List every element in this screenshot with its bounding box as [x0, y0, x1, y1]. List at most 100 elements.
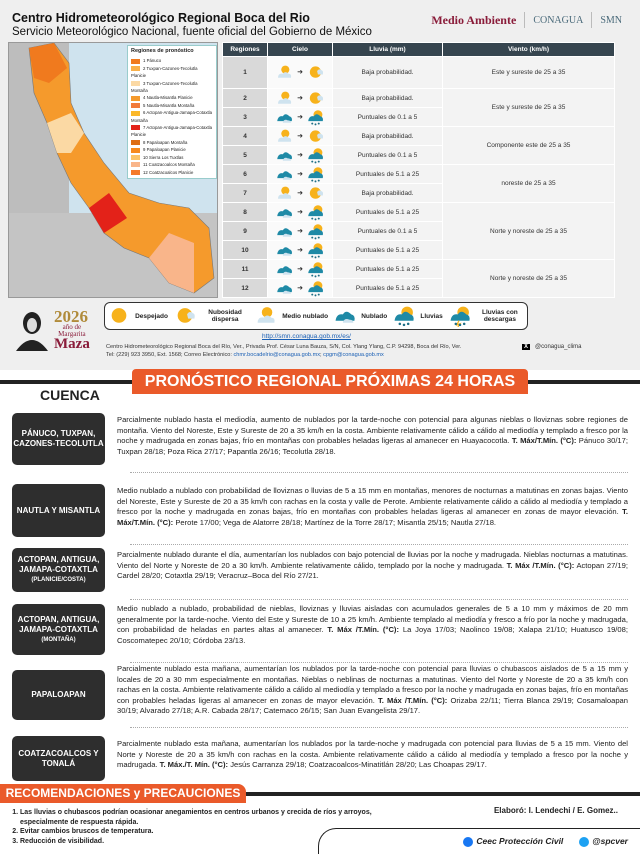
cuenca-forecast-text: Parcialmente nublado esta mañana, aument… [117, 739, 628, 770]
regions-map: Regiones de pronóstico 1 Pánuco 2 Tuxpan-… [8, 42, 218, 298]
cuenca-name-box: PÁNUCO, TUXPAN, CAZONES-TECOLUTLA [12, 413, 105, 465]
facebook-link[interactable]: Ceec Protección Civil [463, 836, 563, 847]
legend-swatch [131, 155, 140, 161]
cuenca-forecast-text: Parcialmente nublado esta mañana, aument… [117, 664, 628, 716]
sky-cell: ➜ [267, 145, 333, 165]
medio-nublado-icon [278, 186, 292, 199]
sky-cell: ➜ [267, 259, 333, 279]
map-legend-item: 6 Actopan-Antigua-Jamapa-Cotaxtla Montañ… [131, 110, 213, 123]
map-legend-title: Regiones de pronóstico [131, 48, 194, 54]
legend-swatch [131, 169, 140, 175]
twitter-link[interactable]: @spcver [579, 836, 628, 847]
cuenca-name-box: ACTOPAN, ANTIGUA, JAMAPA-COTAXTLA (PLANIC… [12, 548, 105, 592]
arrow-right-icon: ➜ [297, 246, 303, 254]
region-cell: 7 [222, 183, 268, 203]
rain-cell: Baja probabilidad. [332, 56, 443, 89]
map-legend-item: 12 Coatzacoalcos Planicie [131, 169, 213, 176]
sky-cell: ➜ [267, 183, 333, 203]
table-row: 6 ➜ Puntuales de 5.1 a 25 noreste de 25 a 3… [222, 164, 615, 203]
email-link-1[interactable]: chmr.bocadelrio@conagua.gob.mx [233, 352, 321, 358]
recommendation-item: Evitar cambios bruscos de temperatura. [20, 827, 420, 837]
arrow-right-icon: ➜ [297, 189, 303, 197]
medio-nublado-icon [278, 65, 292, 78]
legend-swatch [131, 66, 140, 72]
wind-cell: noreste de 25 a 35 [442, 164, 615, 203]
sky-cell: ➜ [267, 221, 333, 241]
cuenca-forecast-text: Parcialmente nublado hasta el mediodía, … [117, 415, 628, 456]
sky-cell: ➜ [267, 278, 333, 298]
table-row: 8 ➜ Puntuales de 5.1 a 25 Norte y noreste d… [222, 202, 615, 260]
lluvias-icon [308, 204, 323, 220]
col-lluvia: Lluvia (mm) [332, 42, 443, 57]
col-cielo: Cielo [267, 42, 333, 57]
cuenca-name-box: PAPALOAPAN [12, 670, 105, 720]
dotted-divider [130, 472, 628, 473]
map-legend-item: 5 Nautla-Misantla Montaña [131, 102, 213, 109]
nubosidad-dispersa-icon [309, 129, 323, 142]
map-legend-item: 1 Pánuco [131, 57, 213, 64]
legend-swatch [131, 95, 140, 101]
sky-legend-item: Nubosidad dispersa [174, 305, 249, 327]
arrow-right-icon: ➜ [297, 132, 303, 140]
region-cell: 1 [222, 56, 268, 89]
rain-cell: Puntuales de 0.1 a 5 [332, 221, 443, 241]
wind-cell: Este y sureste de 25 a 35 [442, 56, 615, 89]
legend-swatch [131, 125, 140, 131]
rain-cell: Baja probabilidad. [332, 183, 443, 203]
rain-cell: Puntuales de 5.1 a 25 [332, 164, 443, 184]
sky-cell: ➜ [267, 107, 333, 127]
wind-cell: Este y sureste de 25 a 35 [442, 88, 615, 127]
wind-cell: Componente este de 25 a 35 [442, 126, 615, 165]
legend-swatch [131, 147, 140, 153]
page-title: Centro Hidrometeorológico Regional Boca … [12, 11, 310, 25]
dotted-divider [130, 544, 628, 545]
lluvias-icon [394, 306, 414, 327]
cuenca-name-box: NAUTLA Y MISANTLA [12, 484, 105, 537]
sky-cell: ➜ [267, 88, 333, 108]
email-link-2[interactable]: cpgm@conagua.gob.mx [323, 352, 384, 358]
nublado-icon [277, 208, 293, 218]
arrow-right-icon: ➜ [297, 284, 303, 292]
sky-legend-item: Medio nublado [255, 305, 328, 327]
nublado-icon [277, 151, 293, 161]
arrow-right-icon: ➜ [297, 113, 303, 121]
table-row: 4 ➜ Baja probabilidad. Componente este de 2… [222, 126, 615, 165]
region-cell: 12 [222, 278, 268, 298]
nublado-icon [335, 311, 355, 323]
map-shape [9, 43, 217, 297]
cuenca-forecast-text: Parcialmente nublado durante el día, aum… [117, 550, 628, 581]
rain-cell: Puntuales de 0.1 a 5 [332, 107, 443, 127]
map-legend-item: 7 Actopan-Antigua-Jamapa-Cotaxtla Planic… [131, 125, 213, 138]
nubosidad-dispersa-icon [309, 91, 323, 104]
table-row: 12 ➜ Puntuales de 5.1 a 25 [222, 278, 615, 298]
region-cell: 9 [222, 221, 268, 241]
page-subtitle: Servicio Meteorológico Nacional, fuente … [12, 26, 372, 38]
region-cell: 11 [222, 259, 268, 279]
cuenca-name-box: ACTOPAN, ANTIGUA, JAMAPA-COTAXTLA (MONTAÑ… [12, 604, 105, 655]
smn-link[interactable]: http://smn.conagua.gob.mx/es/ [262, 333, 351, 340]
cuenca-forecast-text: Medio nublado a nublado con probabilidad… [117, 486, 628, 527]
table-row: 10 ➜ Puntuales de 5.1 a 25 [222, 240, 615, 260]
legend-swatch [131, 58, 140, 64]
rain-cell: Puntuales de 5.1 a 25 [332, 202, 443, 222]
arrow-right-icon: ➜ [297, 69, 303, 77]
arrow-right-icon: ➜ [297, 227, 303, 235]
sky-cell: ➜ [267, 126, 333, 146]
nublado-icon [277, 246, 293, 256]
table-row: 11 ➜ Puntuales de 5.1 a 25 Norte y noreste … [222, 259, 615, 298]
portrait-icon [16, 311, 48, 351]
conagua-logo: CONAGUA [533, 14, 584, 26]
recommendation-item: Reducción de visibilidad. [20, 837, 420, 847]
lluvias-icon [308, 280, 323, 296]
address: Centro Hidrometeorológico Regional Boca … [106, 344, 462, 358]
sky-cell: ➜ [267, 56, 333, 89]
arrow-right-icon: ➜ [297, 208, 303, 216]
wind-cell: Norte y noreste de 25 a 35 [442, 259, 615, 298]
nublado-icon [277, 265, 293, 275]
map-legend: Regiones de pronóstico 1 Pánuco 2 Tuxpan-… [127, 45, 217, 179]
map-legend-item: 10 Sierra Los Tuxtlas [131, 154, 213, 161]
sky-legend-item: Nublado [334, 305, 387, 327]
x-handle[interactable]: X @conagua_clima [522, 344, 582, 350]
logos: Medio Ambiente CONAGUA SMN [431, 12, 622, 28]
region-cell: 8 [222, 202, 268, 222]
